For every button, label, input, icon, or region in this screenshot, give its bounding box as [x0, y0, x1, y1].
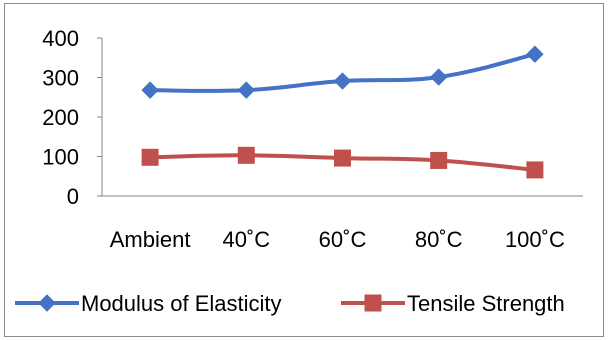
- series-tensile-strength: [141, 146, 544, 179]
- axes: [97, 37, 583, 197]
- series: [141, 45, 544, 179]
- y-tick-label: 200: [42, 105, 79, 130]
- x-tick-label: 40˚C: [222, 227, 270, 252]
- series-modulus-of-elasticity: [141, 45, 544, 99]
- data-point-modulus-of-elasticity: [429, 68, 448, 86]
- data-point-tensile-strength: [526, 161, 544, 179]
- y-tick-label: 300: [42, 66, 79, 91]
- x-tick-labels: Ambient 40˚C 60˚C 80˚C 100˚C: [110, 227, 565, 252]
- y-tick-label: 400: [42, 26, 79, 51]
- y-tick-label: 100: [42, 145, 79, 170]
- x-tick-label: 60˚C: [319, 227, 367, 252]
- legend-item-tensile-strength: Tensile Strength: [341, 291, 565, 316]
- legend-marker-modulus-of-elasticity: [38, 294, 56, 312]
- data-point-tensile-strength: [430, 151, 448, 169]
- chart-frame: 0 100 200 300 400 Ambient 40˚C 60˚C 80˚C 100˚C M…: [4, 3, 604, 337]
- data-point-tensile-strength: [334, 149, 351, 167]
- data-point-modulus-of-elasticity: [237, 81, 256, 99]
- data-point-tensile-strength: [141, 148, 159, 166]
- y-tick-label: 0: [67, 184, 79, 209]
- y-tick-labels: 0 100 200 300 400: [42, 26, 79, 209]
- x-tick-label: 80˚C: [415, 227, 463, 252]
- x-tick-label: Ambient: [110, 227, 191, 252]
- line-chart: 0 100 200 300 400 Ambient 40˚C 60˚C 80˚C 100˚C M…: [15, 26, 583, 316]
- data-point-modulus-of-elasticity: [526, 45, 544, 63]
- data-point-modulus-of-elasticity: [333, 72, 352, 90]
- legend-label-tensile-strength: Tensile Strength: [407, 291, 565, 316]
- data-point-modulus-of-elasticity: [141, 81, 159, 99]
- legend: Modulus of Elasticity Tensile Strength: [15, 291, 565, 316]
- legend-item-modulus-of-elasticity: Modulus of Elasticity: [15, 291, 282, 316]
- legend-marker-tensile-strength: [364, 294, 382, 312]
- legend-label-modulus-of-elasticity: Modulus of Elasticity: [81, 291, 282, 316]
- data-point-tensile-strength: [237, 146, 255, 164]
- x-tick-label: 100˚C: [505, 227, 565, 252]
